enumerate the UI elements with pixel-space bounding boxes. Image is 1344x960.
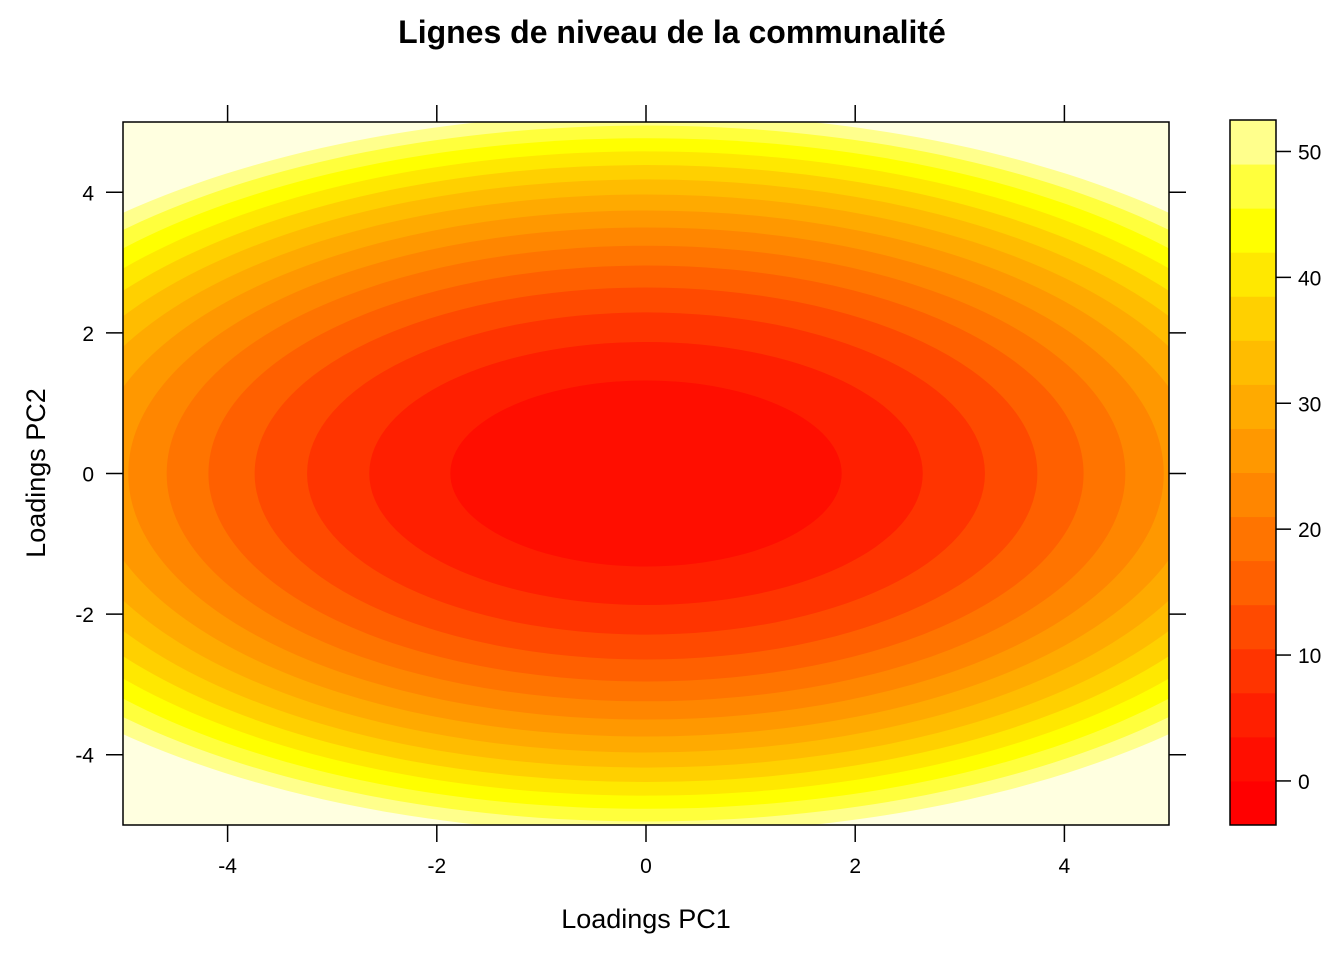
plot-area	[123, 122, 1169, 825]
colorbar-swatch	[1230, 516, 1276, 562]
colorbar-swatch	[1230, 736, 1276, 782]
y-tick-label: 0	[82, 464, 94, 487]
colorbar-swatch	[1230, 648, 1276, 694]
colorbar-swatch	[1230, 780, 1276, 826]
colorbar-swatch	[1230, 604, 1276, 650]
colorbar-swatch	[1230, 692, 1276, 738]
y-tick-label: -4	[75, 745, 94, 768]
colorbar-frame	[1229, 119, 1277, 826]
colorbar-swatch	[1230, 296, 1276, 341]
colorbar-swatch	[1230, 164, 1276, 209]
colorbar-swatch	[1230, 472, 1276, 518]
colorbar-swatch	[1230, 120, 1276, 165]
x-tick-label: -4	[218, 855, 237, 878]
colorbar-tick-label: 40	[1298, 267, 1321, 290]
y-tick-label: 2	[82, 323, 94, 346]
colorbar-swatch	[1230, 384, 1276, 429]
colorbar-tick-label: 50	[1298, 141, 1321, 164]
colorbar-swatch	[1230, 428, 1276, 473]
colorbar: 0 10 20 30 40 50	[1229, 119, 1321, 826]
x-tick-label: -2	[427, 855, 446, 878]
chart-title: Lignes de niveau de la communalité	[398, 14, 946, 50]
colorbar-tick-label: 20	[1298, 519, 1321, 542]
colorbar-swatch	[1230, 208, 1276, 253]
colorbar-tick-label: 0	[1298, 771, 1310, 794]
contour-band	[450, 380, 842, 567]
x-tick-label: 4	[1059, 855, 1071, 878]
colorbar-tick-label: 30	[1298, 393, 1321, 416]
y-axis-label: Loadings PC2	[21, 388, 51, 558]
x-tick-label: 2	[849, 855, 861, 878]
colorbar-swatch	[1230, 560, 1276, 606]
y-tick-label: -2	[75, 604, 94, 627]
y-tick-label: 4	[82, 182, 94, 205]
axis-ticks: -4 -2 0 2 4 -4 -2 0 2 4	[75, 105, 1186, 878]
colorbar-swatch	[1230, 340, 1276, 385]
x-tick-label: 0	[640, 855, 652, 878]
x-axis-label: Loadings PC1	[561, 904, 731, 934]
colorbar-swatch	[1230, 252, 1276, 297]
colorbar-tick-label: 10	[1298, 645, 1321, 668]
